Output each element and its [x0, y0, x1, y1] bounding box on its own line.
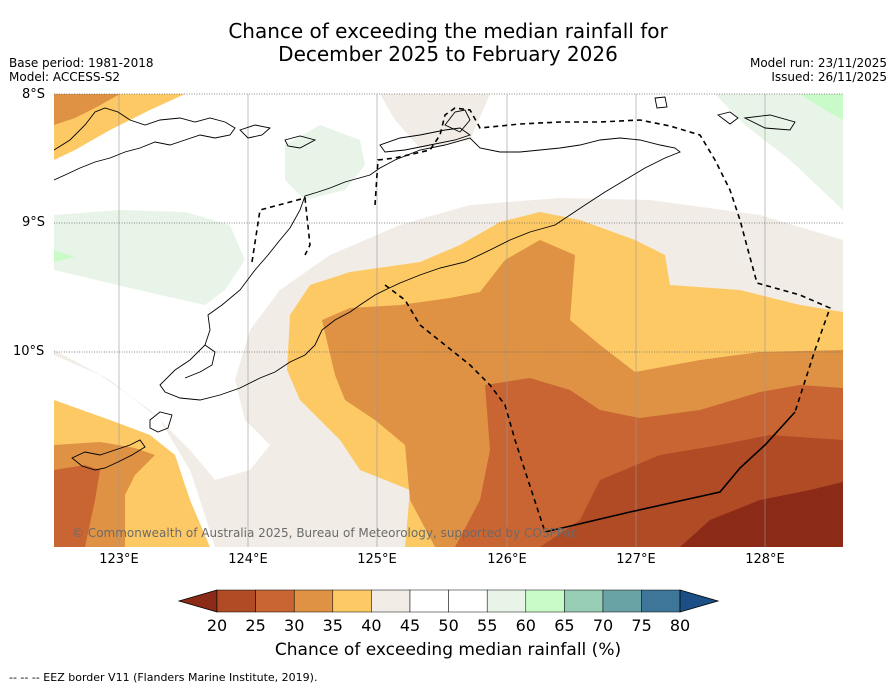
colorbar-tick: 60	[515, 616, 536, 635]
colorbar-tick: 40	[361, 616, 382, 635]
colorbar-extend-high	[679, 589, 720, 613]
eez-border-line	[384, 284, 546, 533]
lon-label-127e: 127°E	[616, 552, 656, 567]
region-60-65-northeast	[800, 94, 843, 120]
colorbar-tick: 45	[399, 616, 421, 635]
eez-border-line	[251, 196, 311, 263]
solor-alor-coast	[239, 124, 317, 149]
eez-border-line	[374, 107, 832, 413]
colorbar-tick: 25	[245, 616, 266, 635]
colorbar-bin-30-35	[293, 589, 334, 613]
region-60-65-west	[54, 250, 75, 262]
lon-label-128e: 128°E	[745, 552, 785, 567]
colorbar-tick: 65	[554, 616, 575, 635]
probability-contours	[54, 94, 843, 547]
colorbar-bin-75-80	[641, 589, 681, 613]
colorbar-bin-55-60	[486, 589, 527, 613]
lat-gridlines	[54, 93, 843, 353]
lon-label-123e: 123°E	[99, 552, 139, 567]
babar-islands-coast	[716, 111, 796, 131]
rote-island-coast	[71, 439, 146, 471]
region-25-30-southwest	[54, 465, 100, 547]
region-below-20	[680, 482, 843, 547]
region-30-35-northwest	[54, 94, 120, 125]
colorbar-title: Chance of exceeding median rainfall (%)	[274, 640, 622, 660]
eez-border	[251, 107, 832, 533]
region-55-60-west	[54, 210, 245, 305]
lon-label-125e: 125°E	[357, 552, 397, 567]
lat-label-10s: 10°S	[13, 344, 45, 359]
wetar-island-coast	[379, 127, 471, 153]
maritime-boundary-line	[544, 411, 796, 533]
semau-island-coast	[149, 411, 173, 433]
region-55-60-central	[285, 125, 365, 200]
colorbar-bin-50-55	[448, 589, 488, 613]
colorbar-tick: 35	[322, 616, 343, 635]
colorbar-bin-40-45	[371, 589, 411, 613]
colorbar-bin-60-65	[525, 589, 565, 613]
region-55-60-northeast	[715, 94, 843, 210]
chart-title: Chance of exceeding the median rainfall …	[0, 20, 896, 66]
copyright-notice: © Commonwealth of Australia 2025, Bureau…	[72, 526, 578, 540]
title-line-2: December 2025 to February 2026	[278, 42, 618, 66]
colorbar-bin-25-30	[255, 589, 295, 613]
eez-footnote: -- -- -- EEZ border V11 (Flanders Marine…	[9, 671, 318, 684]
colorbar-bin-35-40	[332, 589, 372, 613]
base-period: Base period: 1981-2018	[9, 56, 154, 70]
title-line-1: Chance of exceeding the median rainfall …	[228, 19, 668, 43]
colorbar-tick: 50	[438, 616, 459, 635]
region-40-45-north	[380, 94, 490, 148]
maritime-boundary	[544, 411, 796, 533]
colorbar-bin-20-25	[216, 589, 256, 613]
lon-label-124e: 124°E	[228, 552, 268, 567]
colorbar-tick: 30	[284, 616, 305, 635]
gridlines	[118, 94, 766, 547]
colorbar-tick: 55	[477, 616, 498, 635]
small-island-north	[654, 96, 668, 109]
colorbar-tick: 75	[631, 616, 652, 635]
lat-label-9s: 9°S	[22, 215, 46, 230]
lat-label-8s: 8°S	[22, 87, 46, 102]
model-run: Model run: 23/11/2025	[749, 56, 887, 70]
timor-coast-detail	[184, 344, 216, 379]
colorbar-extend-low	[177, 589, 218, 613]
issued-date: Issued: 26/11/2025	[771, 70, 887, 84]
colorbar	[177, 589, 720, 613]
atauro-island-coast	[444, 109, 471, 133]
colorbar-bin-45-50	[409, 589, 449, 613]
colorbar-tick: 70	[592, 616, 614, 635]
meta-left: Base period: 1981-2018 Model: ACCESS-S2	[9, 56, 154, 84]
meta-right: Model run: 23/11/2025 Issued: 26/11/2025	[750, 56, 887, 84]
timor-island-coast	[159, 137, 681, 401]
flores-east-coast	[54, 107, 236, 181]
lon-label-126e: 126°E	[487, 552, 527, 567]
colorbar-tick: 80	[669, 616, 691, 635]
model-name: Model: ACCESS-S2	[9, 70, 121, 84]
colorbar-bin-70-75	[602, 589, 642, 613]
colorbar-tick: 20	[206, 616, 228, 635]
colorbar-bin-65-70	[564, 589, 604, 613]
coastlines	[54, 96, 796, 471]
